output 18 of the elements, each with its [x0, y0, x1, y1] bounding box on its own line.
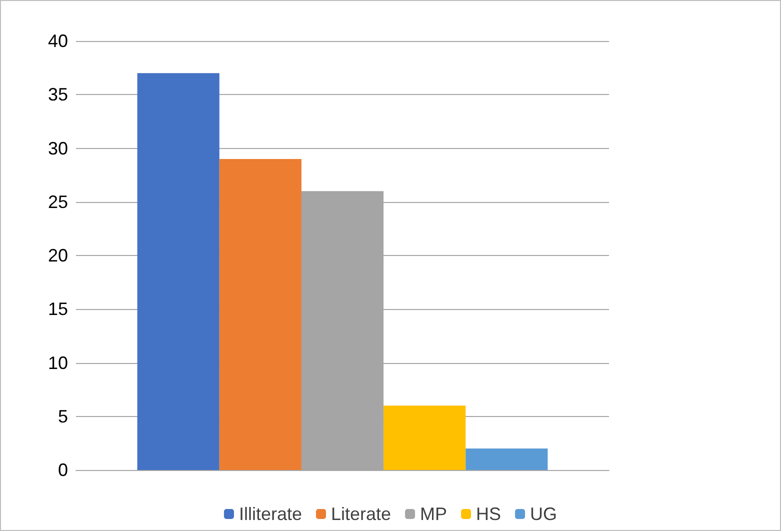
legend-label: Literate [330, 504, 392, 524]
bar [466, 448, 548, 470]
y-tick-label: 40 [48, 31, 68, 51]
y-tick-label: 30 [48, 138, 68, 158]
legend-label: HS [476, 504, 502, 524]
legend-label: Illiterate [238, 504, 302, 524]
legend-label: UG [530, 504, 558, 524]
y-tick-label: 5 [58, 406, 68, 426]
y-tick-label: 25 [48, 192, 68, 212]
y-tick-label: 10 [48, 352, 68, 373]
bar [219, 158, 302, 470]
y-tick-label: 35 [48, 84, 68, 105]
y-tick-label: 0 [58, 460, 68, 480]
bar [384, 406, 466, 470]
bar [137, 73, 220, 470]
legend-label: MP [420, 504, 448, 524]
y-tick-label: 20 [48, 246, 68, 266]
y-tick-label: 15 [48, 299, 68, 320]
